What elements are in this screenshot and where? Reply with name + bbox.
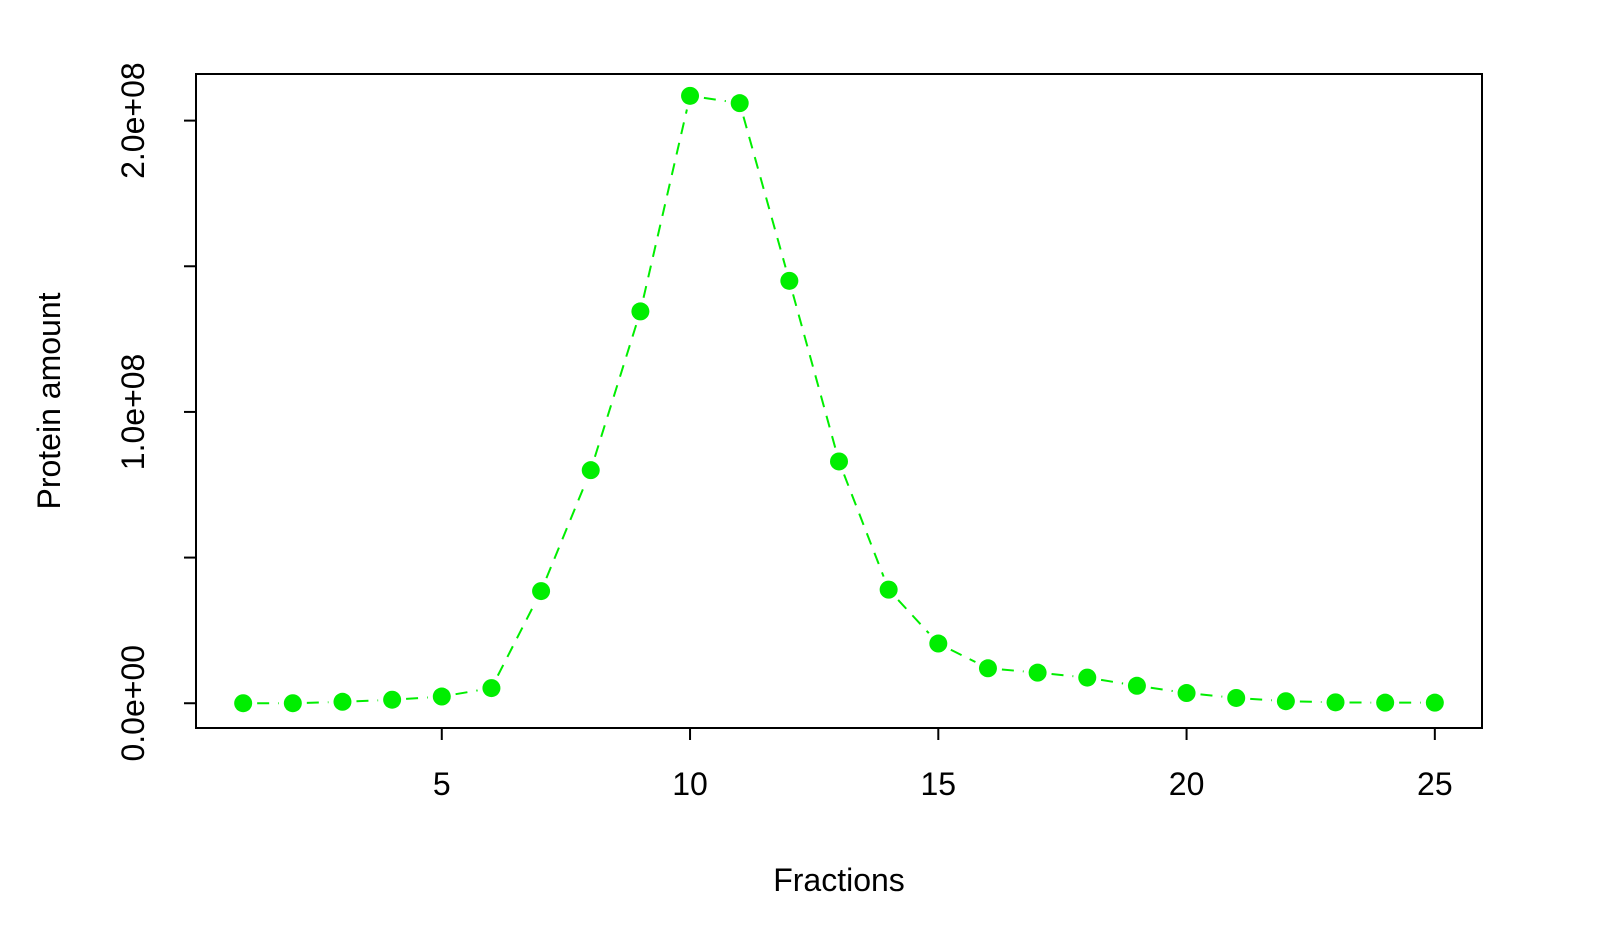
data-point (1078, 668, 1097, 687)
data-point (1376, 693, 1395, 712)
data-point (681, 86, 700, 105)
series-group (234, 86, 1444, 713)
series-segment (593, 324, 638, 458)
data-point (780, 271, 799, 290)
x-tick-label: 25 (1417, 766, 1453, 802)
series-segment (897, 599, 930, 634)
data-point (1227, 688, 1246, 707)
data-point (1177, 684, 1196, 703)
data-point (1276, 692, 1295, 711)
x-tick-label: 10 (672, 766, 708, 802)
series-segment (1001, 668, 1024, 673)
y-tick-label: 0.0e+00 (115, 645, 151, 762)
data-point (1425, 693, 1444, 712)
x-tick-label: 15 (921, 766, 957, 802)
series-segment (406, 696, 428, 700)
series-segment (742, 116, 787, 268)
data-point (730, 94, 749, 113)
y-axis: 0.0e+00 1.0e+08 2.0e+08 (115, 62, 197, 762)
series-segment (1100, 678, 1124, 685)
data-point (383, 690, 402, 709)
series-segment (1051, 673, 1074, 678)
y-tick-label: 1.0e+08 (115, 354, 151, 471)
y-tick-label: 2.0e+08 (115, 62, 151, 179)
y-axis-label: Protein amount (31, 292, 67, 509)
series-segment (455, 689, 478, 696)
series-segment (1200, 693, 1223, 698)
data-point (1127, 676, 1146, 695)
series-segment (843, 474, 885, 577)
data-point (333, 692, 352, 711)
data-point (432, 687, 451, 706)
data-point (1028, 663, 1047, 682)
series-segment (545, 482, 587, 579)
data-point (978, 659, 997, 678)
plot-frame (195, 73, 1483, 729)
data-point (879, 580, 898, 599)
data-point (234, 694, 253, 713)
data-point (929, 634, 948, 653)
series-segment (642, 109, 688, 299)
data-point (482, 679, 501, 698)
data-point (631, 302, 650, 321)
series-segment (1150, 686, 1173, 692)
series-segment (356, 699, 379, 703)
series-segment (306, 701, 329, 704)
series-segment (703, 96, 726, 103)
data-point (283, 694, 302, 713)
x-tick-label: 20 (1169, 766, 1205, 802)
x-tick-label: 5 (433, 766, 451, 802)
series-segment (496, 603, 536, 677)
data-point (1326, 693, 1345, 712)
series-segment (1299, 700, 1322, 704)
series-segment (1250, 697, 1272, 702)
series-segment (950, 648, 976, 663)
data-point (581, 461, 600, 480)
series-segment (792, 294, 837, 449)
data-point (532, 582, 551, 601)
x-axis: 5 10 15 20 25 (433, 727, 1453, 802)
data-point (830, 452, 848, 471)
x-axis-label: Fractions (773, 862, 905, 898)
